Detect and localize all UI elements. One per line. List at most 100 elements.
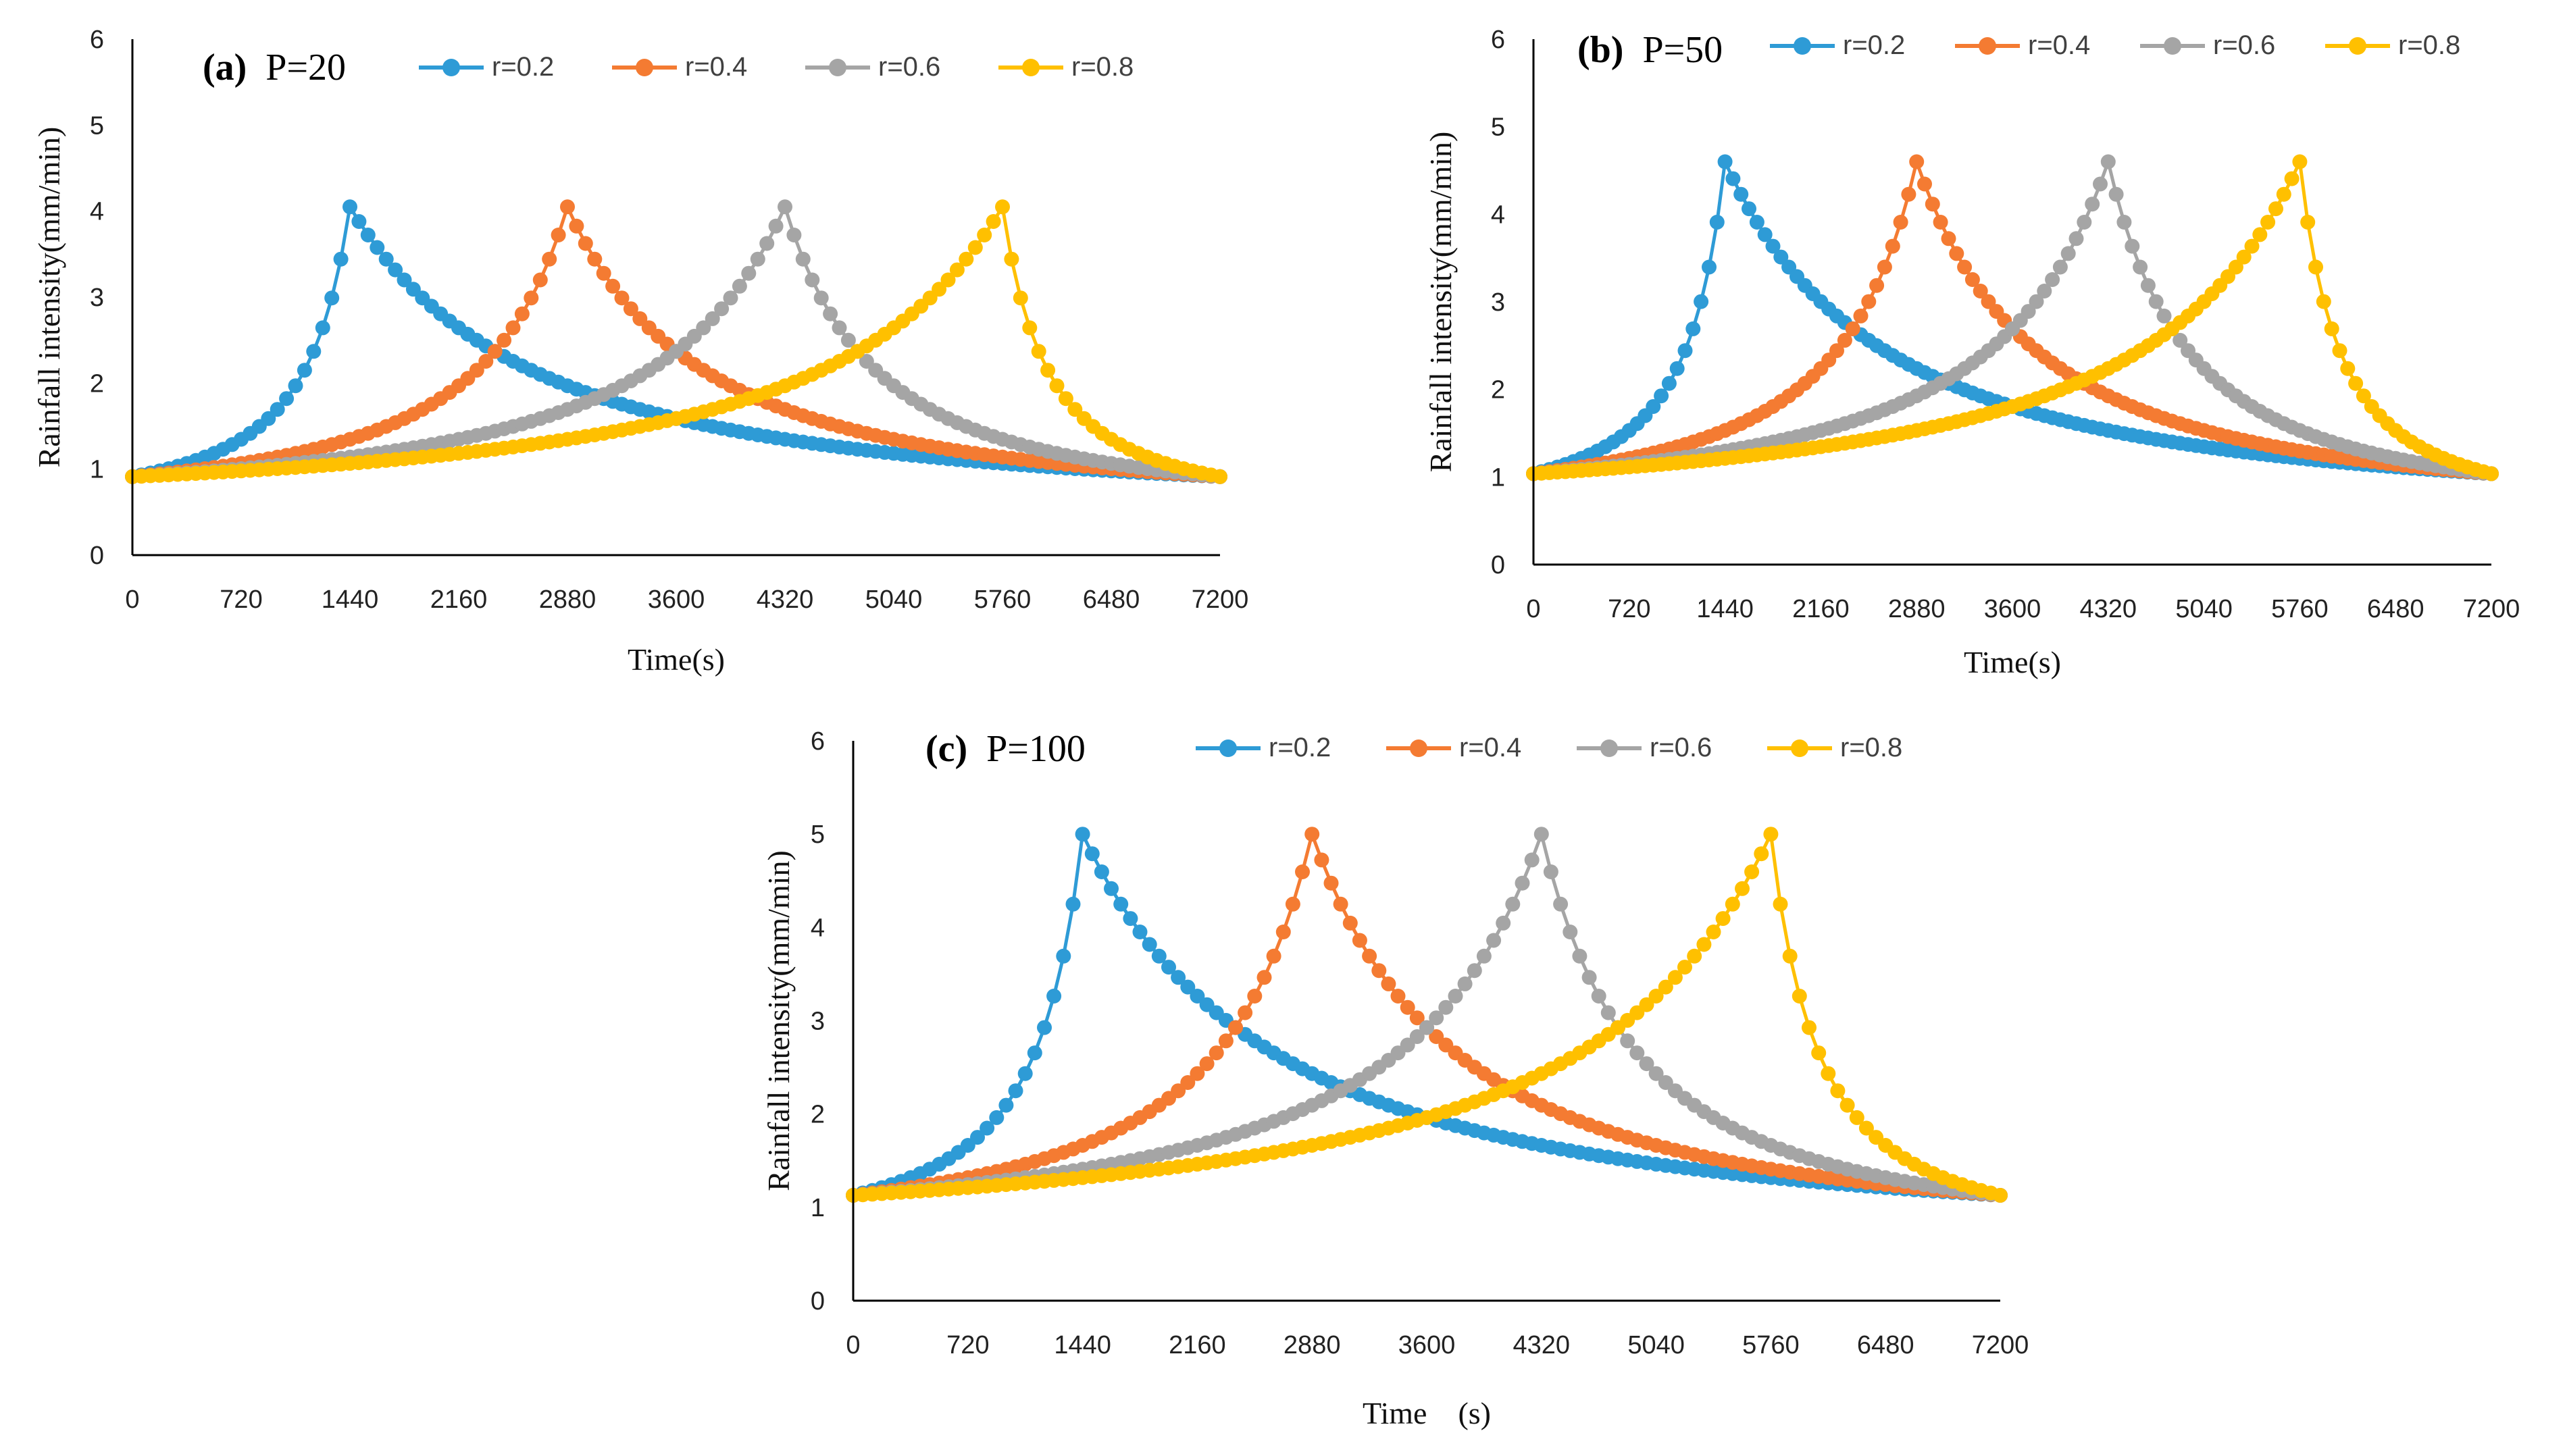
chart-b-data-point: [2116, 215, 2132, 230]
chart-c-legend-label: r=0.4: [1459, 733, 1521, 762]
chart-c-x-tick-label: 2160: [1169, 1331, 1226, 1359]
chart-c-data-point: [1171, 970, 1186, 985]
chart-c-data-point: [1256, 970, 1272, 985]
chart-c-data-point: [1620, 1033, 1635, 1049]
chart-b-data-point: [1964, 272, 1980, 287]
chart-b-data-point: [1709, 215, 1725, 230]
chart-b-title: (b) P=50: [1577, 29, 1723, 71]
chart-b-data-point: [1981, 294, 1996, 309]
chart-b-legend: r=0.2 r=0.4 r=0.6 r=0.8: [1770, 30, 2460, 60]
chart-a-data-point: [986, 214, 1001, 229]
chart-b-data-point: [2133, 259, 2148, 275]
chart-c-data-point: [1553, 896, 1569, 912]
chart-c-data-point: [1037, 1020, 1052, 1035]
chart-c-data-point: [1381, 976, 1396, 991]
chart-a-data-point: [315, 320, 330, 336]
chart-c-legend-label: r=0.8: [1840, 733, 1902, 762]
chart-c-legend-marker: [1791, 739, 1808, 757]
chart-a-x-tick-label: 5040: [865, 586, 923, 614]
chart-b-data-point: [1677, 343, 1693, 359]
chart-c-data-point: [1600, 1005, 1616, 1020]
chart-a-data-point: [832, 320, 847, 336]
chart-a-data-point: [840, 332, 856, 348]
chart-c-data-point: [1046, 989, 1062, 1004]
chart-b-x-tick-label: 7200: [2463, 595, 2520, 623]
chart-c-series-line-3: [853, 828, 2001, 1197]
chart-a-data-point: [360, 228, 376, 242]
chart-c-data-point: [1056, 948, 1071, 964]
chart-b-data-point: [1861, 294, 1877, 309]
chart-c-x-tick-label: 4320: [1513, 1331, 1571, 1359]
chart-a-data-point: [949, 262, 965, 278]
chart-a-data-point: [778, 199, 792, 215]
chart-c-data-point: [1802, 1020, 1817, 1035]
chart-c-data-point: [1849, 1110, 1864, 1125]
chart-c-ticks: 0 720 1440 2160 2880 3600 4320 5040 5760 6480 7200…: [811, 727, 2029, 1359]
chart-b-x-tick-label: 6480: [2367, 595, 2424, 623]
chart-b-data-point: [2316, 294, 2331, 309]
chart-a-data-point: [1022, 320, 1038, 336]
chart-b-data-point: [2140, 278, 2156, 293]
chart-c-data-point: [1505, 896, 1521, 912]
chart-b-data-point: [1837, 332, 1852, 348]
chart-a-data-point: [388, 262, 403, 278]
chart-a-data-point: [632, 311, 648, 326]
chart-a-data-point: [1067, 402, 1083, 417]
chart-a-data-point: [514, 306, 530, 321]
chart-a-y-tick-label: 6: [90, 26, 104, 54]
chart-b-data-point: [1869, 278, 1885, 293]
chart-a-y-tick-label: 1: [90, 456, 104, 484]
chart-c-data-point: [1429, 1010, 1444, 1026]
chart-a-data-point: [967, 240, 983, 255]
chart-a-y-tick-label: 0: [90, 542, 104, 570]
chart-b-data-point: [2300, 215, 2316, 230]
chart-c-title: (c) P=100: [925, 728, 1086, 770]
chart-a-data-point: [587, 251, 603, 267]
chart-a-data-point: [859, 354, 874, 369]
chart-b-x-tick-label: 0: [1526, 595, 1540, 623]
chart-b-x-tick-label: 5760: [2271, 595, 2329, 623]
chart-b-legend-marker: [2349, 37, 2366, 55]
chart-c-x-tick-label: 5760: [1742, 1331, 1800, 1359]
chart-c-data-point: [1429, 1029, 1444, 1044]
chart-a-data-point: [940, 272, 956, 288]
chart-c-data-point: [998, 1097, 1014, 1113]
chart-c-data-point: [1323, 875, 1339, 891]
chart-b-data-point: [1901, 186, 1916, 202]
chart-c-data-point: [1839, 1097, 1855, 1113]
chart-c-data-point: [1094, 864, 1109, 879]
chart-c-y-tick-label: 0: [811, 1287, 825, 1316]
chart-b-data-point: [1685, 321, 1701, 336]
chart-c-data-point: [1792, 989, 1807, 1004]
chart-c-data-point: [1438, 999, 1454, 1015]
chart-a-data-point: [505, 320, 521, 336]
chart-c-data-point: [1811, 1045, 1827, 1061]
chart-c-x-tick-label: 6480: [1857, 1331, 1914, 1359]
chart-a-data-point: [1004, 251, 1019, 267]
chart-a-data-point: [1040, 363, 1056, 378]
chart-b-x-tick-label: 4320: [2080, 595, 2137, 623]
chart-b-ticks: 0 720 1440 2160 2880 3600 4320 5040 5760 6480 7200…: [1491, 26, 2520, 623]
chart-c-data-point: [1400, 1037, 1415, 1053]
chart-c-data-point: [1304, 827, 1320, 842]
chart-b-data-point: [2093, 176, 2108, 192]
chart-c-data-point: [1190, 989, 1205, 1004]
chart-b-x-tick-label: 3600: [1984, 595, 2041, 623]
chart-b-data-point: [1725, 171, 1741, 186]
chart-a-data-point: [723, 290, 738, 306]
chart-c-data-point: [1209, 1045, 1224, 1061]
chart-a-y-tick-label: 5: [90, 111, 104, 140]
chart-c-data-point: [1275, 925, 1291, 939]
chart-c-data-point: [1065, 896, 1081, 912]
chart-b-data-point: [1646, 399, 1661, 414]
chart-b-data-point: [2268, 201, 2283, 217]
chart-c-data-point: [1161, 960, 1176, 975]
chart-b-data-point: [2228, 259, 2243, 275]
chart-b-data-point: [1757, 227, 1773, 242]
chart-c-data-point: [1993, 1188, 2008, 1203]
chart-b-data-point: [2308, 259, 2323, 275]
chart-b-legend-marker: [2164, 37, 2181, 55]
chart-c-data-point: [1247, 989, 1263, 1004]
chart-a-data-point: [823, 306, 838, 321]
chart-b-data-point: [2484, 466, 2499, 482]
